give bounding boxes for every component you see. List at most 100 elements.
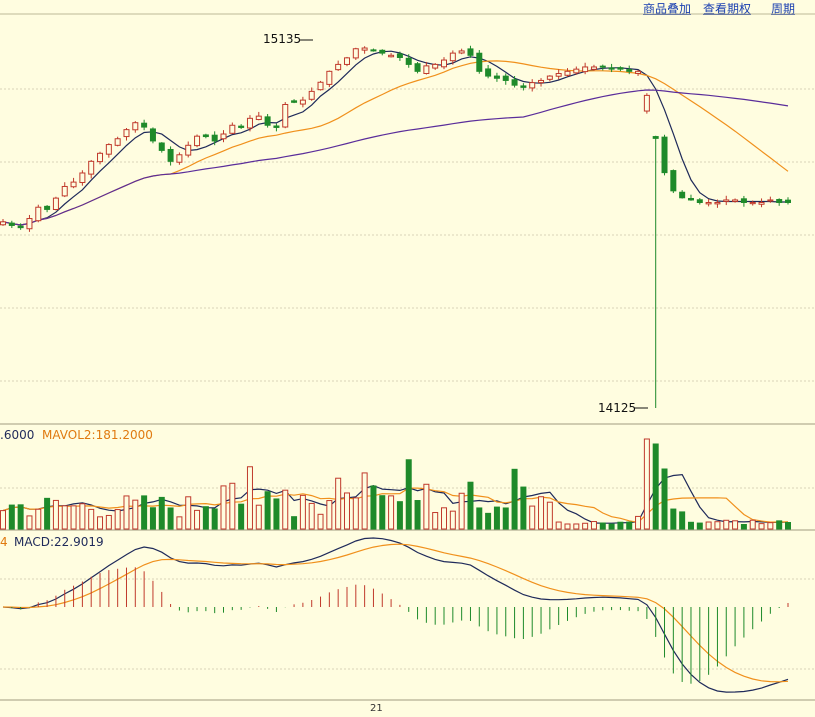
candle-body [246,117,253,129]
volume-bar [467,481,474,530]
candle-body [238,125,245,128]
volume-bar [70,505,77,530]
volume-bar [158,496,165,530]
volume-bar [785,522,791,530]
volume-bar [211,508,218,530]
candle-body [132,122,139,131]
candle-body [758,202,765,205]
volume-bar [282,489,289,530]
macd-value-label: MACD:22.9019 [14,535,104,549]
candle-body [282,103,289,128]
volume-bar [423,483,430,530]
macd-dif-line [2,537,789,693]
candle-body [643,94,650,112]
candle-body [105,144,112,155]
candle-body [679,191,686,199]
candle-body [194,135,201,147]
candle-body [388,54,395,58]
candle-body [273,125,280,128]
volume-bar [88,508,95,530]
volume-bar [414,500,421,530]
volume-bar [388,495,395,530]
candle-body [202,134,209,138]
volume-bar [335,477,342,530]
volume-mavol2-label: MAVOL2:181.2000 [42,428,153,442]
candle-body [141,122,148,128]
candle-body [626,69,633,72]
ma-mid-line [2,60,789,226]
candle-body [335,63,342,71]
candle-body [114,138,121,146]
volume-bar [370,485,377,530]
low-price-label: 14125 [598,401,636,415]
volume-bar [564,523,571,530]
candle-body [696,199,703,204]
volume-bar [220,485,227,530]
candle-body [502,75,509,81]
volume-bar [379,495,386,530]
candle-body [546,75,553,80]
candle-body [185,144,192,156]
volume-bar [194,509,201,530]
candle-body [361,47,368,51]
volume-bar [740,523,747,530]
candle-body [0,221,6,226]
candle-body [467,48,474,56]
candle-body [308,90,315,100]
candle-body [449,52,456,62]
period-link[interactable]: 周期 [771,2,796,16]
candle-body [264,116,271,126]
volume-bar [714,521,721,530]
candle-body [88,160,95,175]
volume-bar [291,516,298,530]
volume-bar [458,492,465,530]
candle-body [26,218,33,230]
moving-average-lines [2,50,789,693]
volume-bar [246,466,253,530]
volume-bar [485,512,492,530]
candle-body [670,170,677,192]
volume-bar [141,495,148,530]
panel-separators [0,13,815,701]
volume-bar [264,491,271,530]
candle-body [317,81,324,91]
volume-bar [679,511,686,530]
candle-body [432,63,439,69]
candles [0,45,791,408]
candle-body [661,136,668,174]
candle-body [229,124,236,134]
volume-bar [776,520,783,530]
candle-body [564,70,571,76]
overlay-commodity-link[interactable]: 商品叠加 [643,2,692,16]
candle-body [740,198,747,204]
candle-body [167,148,174,162]
candle-body [17,225,24,229]
volume-bar [361,472,368,530]
volume-bar [758,523,765,530]
volume-ma2-line [2,487,789,523]
volume-bar [343,492,350,530]
volume-bar [185,496,192,530]
candle-body [343,57,350,65]
candle-body [635,70,642,74]
candle-body [705,202,712,205]
volume-bar [79,503,86,530]
volume-bar [61,505,68,530]
volume-bar [176,516,183,530]
macd-dea-line [2,543,789,683]
view-options-link[interactable]: 查看期权 [703,2,752,16]
volume-bar [767,522,774,530]
candle-body [291,100,298,103]
x-axis-tick-label: 21 [370,703,383,714]
candle-body [511,79,518,86]
candle-body [35,206,42,222]
volume-bar [502,507,509,530]
candle-body [767,199,774,202]
candle-body [414,63,421,72]
candle-body [326,70,333,85]
volume-bar [723,519,730,530]
volume-bar [476,507,483,530]
volume-bar [44,497,51,530]
